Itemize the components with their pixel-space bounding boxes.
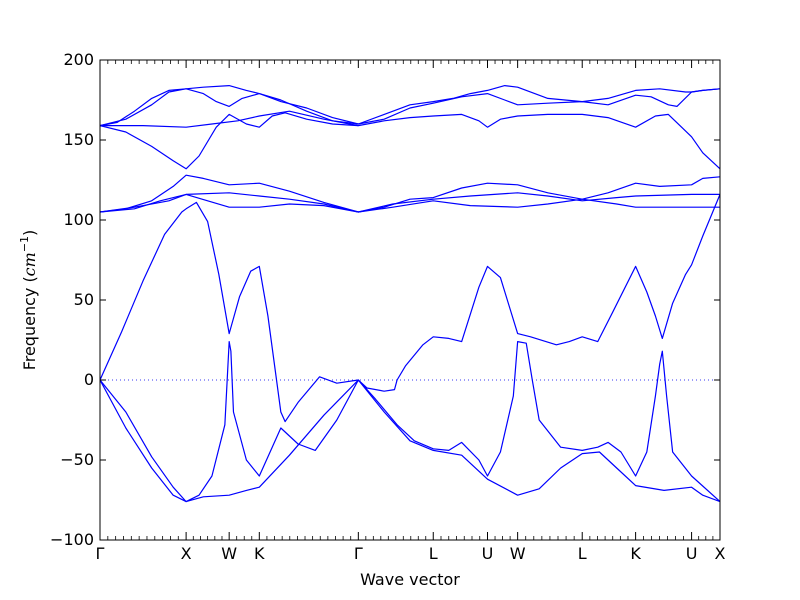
y-tick-label: 50 <box>74 290 94 309</box>
x-tick-label: X <box>715 544 726 563</box>
x-axis-label: Wave vector <box>360 570 460 589</box>
y-tick-label: 0 <box>84 370 94 389</box>
x-tick-label: K <box>630 544 641 563</box>
x-tick-label: L <box>429 544 438 563</box>
x-tick-label: L <box>578 544 587 563</box>
x-tick-label: Γ <box>96 544 105 563</box>
x-tick-label: W <box>510 544 526 563</box>
y-axis-unit-exponent: −1 <box>18 236 31 252</box>
y-axis-label-text: Frequency ( <box>20 276 39 370</box>
x-tick-label: W <box>221 544 237 563</box>
y-ticks: −100 −50 0 50 100 150 200 <box>50 50 720 549</box>
band-line-5 <box>100 174 720 213</box>
y-tick-label: −100 <box>50 530 94 549</box>
x-tick-label: U <box>686 544 698 563</box>
x-tick-label: K <box>254 544 265 563</box>
minor-x-ticks <box>107 60 714 540</box>
y-axis-label: Frequency (cm−1) <box>18 230 39 371</box>
y-axis-label-close: ) <box>20 230 39 236</box>
x-tick-label: X <box>181 544 192 563</box>
band-line-4 <box>100 110 359 128</box>
y-tick-label: −50 <box>60 450 94 469</box>
x-tick-label: U <box>482 544 494 563</box>
band-line-9 <box>100 379 720 503</box>
y-axis-unit: cm <box>20 252 39 276</box>
band-line-3 <box>100 112 720 170</box>
band-line-7 <box>100 193 720 213</box>
x-tick-label: Γ <box>354 544 363 563</box>
y-tick-label: 200 <box>63 50 94 69</box>
band-line-1 <box>100 85 720 127</box>
y-tick-label: 100 <box>63 210 94 229</box>
band-line-2 <box>100 88 720 127</box>
series-layer <box>100 85 720 503</box>
plot-frame <box>99 59 721 541</box>
y-tick-label: 150 <box>63 130 94 149</box>
band-line-10 <box>100 341 720 503</box>
band-line-8 <box>100 194 720 423</box>
band-line-6 <box>100 192 720 213</box>
